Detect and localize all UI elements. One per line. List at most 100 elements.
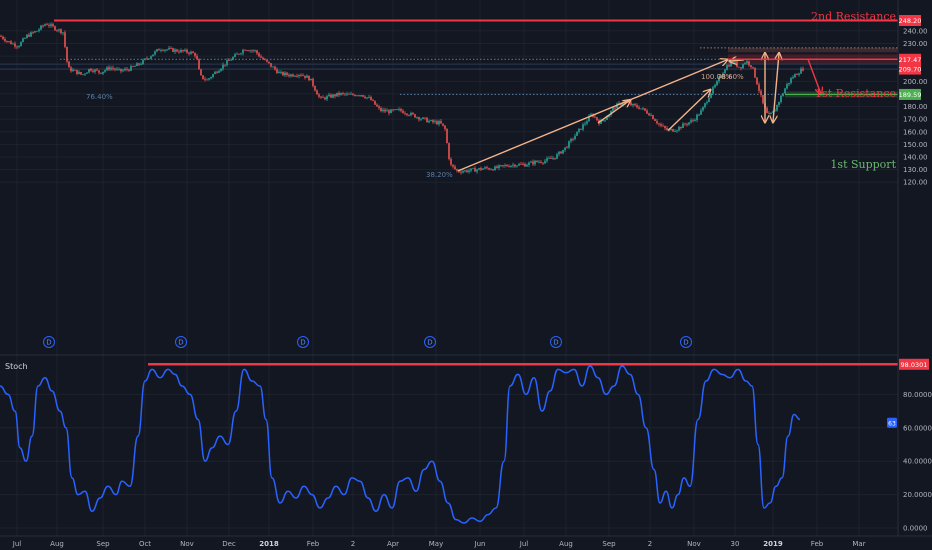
candle-body (800, 68, 802, 74)
candle-body (0, 35, 2, 37)
candle-body (466, 170, 468, 172)
candle-body (6, 41, 8, 42)
candle-body (418, 117, 420, 120)
candle-body (284, 72, 286, 76)
candle-body (648, 113, 650, 116)
candle-body (2, 36, 4, 40)
candle-body (550, 158, 552, 159)
dividend-marker-2[interactable] (297, 336, 309, 348)
candle-body (234, 54, 236, 58)
candle-body (146, 58, 148, 60)
candle-body (414, 114, 416, 118)
candle-body (608, 114, 610, 118)
price-badge-3: 217.47 (899, 53, 921, 65)
candle-body (424, 117, 426, 119)
candle-body (38, 29, 40, 32)
candle-body (236, 53, 238, 55)
candle-body (168, 48, 170, 50)
candle-body (110, 67, 112, 70)
candle-body (410, 112, 412, 116)
candle-body (432, 120, 434, 123)
candle-body (106, 67, 108, 71)
time-tick-16: Nov (687, 540, 701, 548)
candle-body (452, 164, 454, 167)
candle-body (98, 70, 100, 73)
candle-body (240, 53, 242, 55)
stoch-pane[interactable]: Stoch (0, 362, 898, 524)
time-tick-6: 2018 (259, 540, 279, 548)
candle-body (640, 108, 642, 110)
candle-body (496, 166, 498, 168)
dividend-marker-3[interactable] (424, 336, 436, 348)
candle-body (636, 105, 638, 108)
dividend-marker-5[interactable] (680, 336, 692, 348)
candle-body (552, 157, 554, 159)
candle-body (208, 78, 210, 80)
candle-body (656, 121, 658, 124)
dividend-marker-1[interactable] (175, 336, 187, 348)
candle-body (214, 71, 216, 75)
candle-body (104, 70, 106, 72)
candle-body (374, 100, 376, 105)
candle-body (690, 120, 692, 123)
candle-body (790, 78, 792, 83)
price-badge-0: 248.20 (899, 15, 921, 26)
candle-body (196, 55, 198, 60)
dividend-marker-4[interactable] (550, 336, 562, 348)
candle-body (742, 64, 744, 69)
candle-body (758, 84, 760, 91)
candle-body (756, 77, 758, 85)
candle-body (416, 117, 418, 118)
candle-body (202, 75, 204, 79)
candle-body (64, 32, 66, 47)
candle-body (48, 24, 50, 26)
candle-body (56, 30, 58, 32)
candle-body (472, 167, 474, 169)
candle-body (300, 74, 302, 76)
candle-body (260, 56, 262, 58)
candle-body (250, 50, 252, 52)
candle-body (148, 58, 150, 60)
candle-body (152, 54, 154, 57)
candle-body (310, 78, 312, 81)
candle-body (538, 161, 540, 163)
candle-body (402, 110, 404, 114)
candle-body (342, 93, 344, 94)
fib-label-76: 76.40% (86, 93, 113, 101)
stoch-level-badge-text: 98.0301 (901, 361, 928, 369)
candle-body (316, 90, 318, 95)
candle-body (498, 165, 500, 168)
price-axis[interactable]: 248.20 240.00 230.00 217.47 209.70 200.00 189.… (887, 0, 932, 536)
candle-body (682, 123, 684, 128)
price-badge-bg (899, 63, 921, 75)
candle-body (798, 73, 800, 75)
candle-body (258, 53, 260, 57)
candle-body (352, 93, 354, 95)
price-pane[interactable]: D D D D D D 2nd Resistance 1st Resistance 1st… (0, 10, 898, 348)
time-axis[interactable]: Jul Aug Sep Oct Nov Dec 2018 Feb 2 Apr May Jun Jul Au… (0, 535, 932, 548)
candle-body (580, 128, 582, 130)
candle-body (90, 68, 92, 71)
candle-body (112, 67, 114, 69)
candle-body (124, 68, 126, 71)
candle-body (664, 126, 666, 129)
time-tick-18: 2019 (763, 540, 783, 548)
candle-body (680, 126, 682, 128)
candle-body (326, 96, 328, 100)
candle-body (722, 73, 724, 77)
price-tick-9: 160.00 (903, 128, 928, 136)
candle-body (16, 46, 18, 48)
candle-body (224, 64, 226, 66)
candle-body (796, 74, 798, 76)
candle-body (744, 63, 746, 65)
candle-body (286, 72, 288, 75)
dividend-marker-0[interactable] (43, 336, 55, 348)
candle-body (72, 69, 74, 72)
candle-body (564, 147, 566, 150)
candle-body (762, 94, 764, 104)
candle-body (658, 123, 660, 125)
dividend-marker-label-5: D (683, 339, 688, 347)
candle-body (786, 84, 788, 89)
